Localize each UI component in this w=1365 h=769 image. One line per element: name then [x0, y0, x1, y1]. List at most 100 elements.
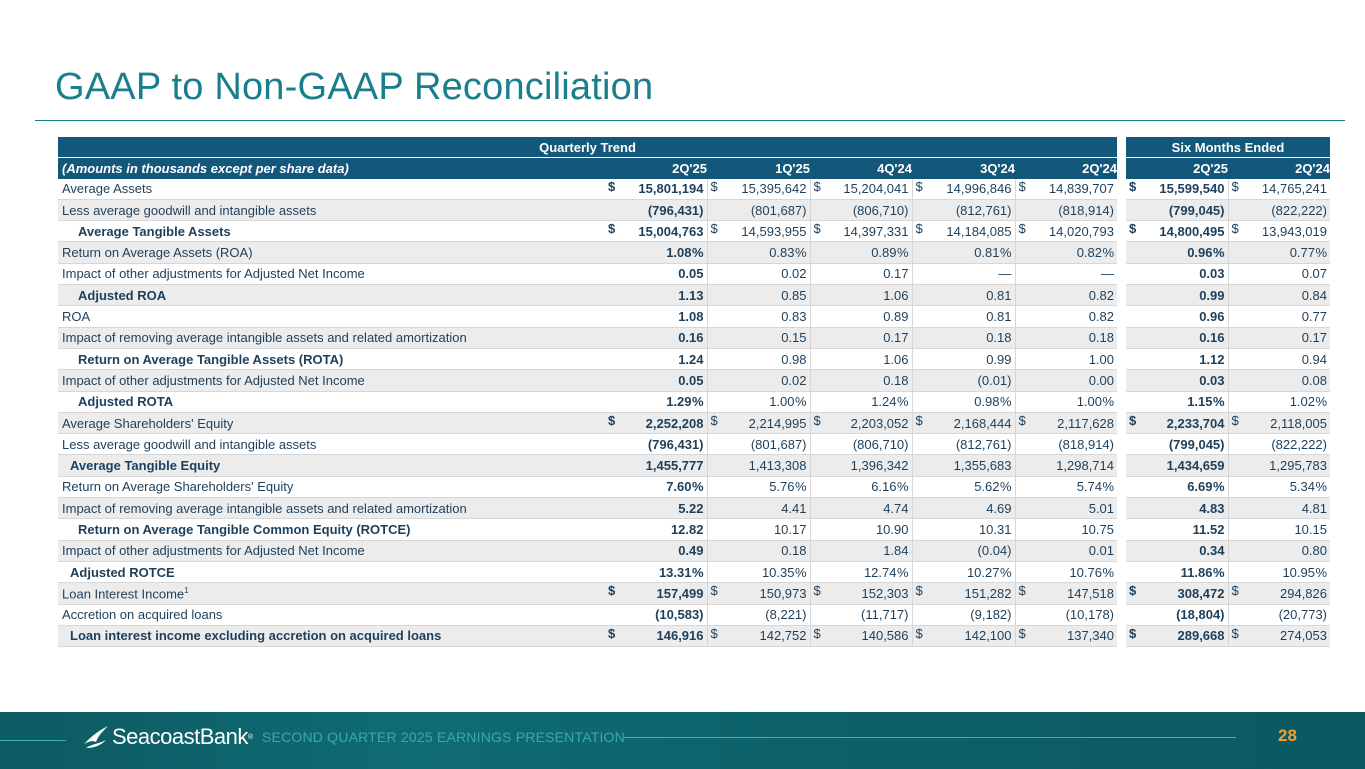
cell-value: 0.18 — [781, 543, 807, 559]
cell-value: 1.00 — [1088, 351, 1114, 367]
currency-symbol: $ — [1018, 583, 1026, 599]
value-cell: 0.18 — [809, 369, 912, 392]
row-label-text: Return on Average Shareholders' Equity — [62, 479, 294, 495]
cell-value: 6.69 — [1187, 479, 1213, 495]
row-label-text: Return on Average Assets (ROA) — [62, 245, 253, 261]
cell-value: 10.90 — [875, 521, 909, 537]
registered-mark: ® — [247, 733, 254, 741]
cell-value: 14,800,495 — [1159, 223, 1225, 239]
column-header: 2Q'24 — [1015, 157, 1117, 179]
cell-value: 0.17 — [1301, 330, 1327, 346]
currency-symbol: $ — [813, 625, 821, 641]
cell-value: 11.86 — [1180, 564, 1213, 580]
value-cell: 4.41 — [706, 497, 810, 520]
row-label-text: Less average goodwill and intangible ass… — [62, 202, 317, 218]
currency-symbol: $ — [1231, 625, 1239, 641]
cell-value: 4.81 — [1301, 500, 1327, 516]
title-divider — [35, 120, 1345, 121]
currency-symbol: $ — [608, 178, 616, 194]
value-cell: 1.08 — [605, 305, 707, 328]
cell-value: 14,996,846 — [946, 181, 1012, 197]
value-cell: 5.76% — [706, 476, 810, 499]
table-row: Return on Average Tangible Common Equity… — [58, 518, 1330, 541]
row-label: Impact of other adjustments for Adjusted… — [58, 540, 605, 562]
value-cell: (818,914) — [1014, 199, 1117, 222]
cell-value: 5.74 — [1076, 479, 1102, 495]
cell-value: 1,396,342 — [850, 458, 909, 474]
cell-value: 1,298,714 — [1056, 458, 1114, 474]
cell-value: 4.83 — [1199, 500, 1225, 516]
cell-value: 12.74 — [863, 564, 897, 580]
row-label: Average Assets — [58, 178, 605, 200]
row-label: Average Tangible Equity — [58, 454, 605, 477]
row-label: Less average goodwill and intangible ass… — [58, 433, 605, 456]
cell-value: 14,020,793 — [1048, 223, 1114, 239]
cell-value: 0.98 — [974, 394, 1000, 410]
value-cell: 6.69% — [1126, 476, 1228, 499]
value-cell: 0.02 — [706, 369, 810, 392]
value-cell: 1.00% — [1014, 391, 1117, 413]
value-cell: 0.80 — [1227, 540, 1330, 562]
row-label-text: Impact of removing average intangible as… — [62, 330, 467, 346]
cell-value: 13.31 — [658, 564, 692, 580]
value-cell: (822,222) — [1227, 433, 1330, 456]
cell-value: 14,184,085 — [946, 223, 1012, 239]
percent-sign: % — [691, 394, 704, 410]
table-row: Impact of other adjustments for Adjusted… — [58, 263, 1330, 286]
currency-symbol: $ — [608, 583, 616, 599]
value-cell: 0.94 — [1227, 348, 1330, 371]
value-cell: 0.96% — [1126, 241, 1228, 264]
table-row: Impact of removing average intangible as… — [58, 327, 1330, 349]
value-cell: $157,499 — [605, 582, 707, 605]
value-cell: 1,434,659 — [1126, 454, 1228, 477]
cell-value: 146,916 — [656, 628, 704, 644]
percent-sign: % — [999, 564, 1012, 580]
value-cell: 0.18 — [911, 327, 1015, 349]
cell-value: 0.81 — [986, 309, 1012, 325]
value-cell: $2,117,628 — [1014, 412, 1117, 435]
table-row: Adjusted ROA 1.13 0.85 1.06 0.81 0.82 0.99 0.84 — [58, 284, 1330, 307]
cell-value: 11.52 — [1192, 521, 1225, 537]
cell-value: 0.81 — [986, 287, 1012, 303]
value-cell: $2,168,444 — [911, 412, 1015, 435]
cell-value: 10.27 — [966, 564, 1000, 580]
value-cell: 1.08% — [605, 241, 707, 264]
cell-value: 0.08 — [1301, 372, 1327, 388]
row-label: Impact of removing average intangible as… — [58, 497, 605, 520]
cell-value: (818,914) — [1058, 436, 1114, 452]
value-cell: 0.77 — [1227, 305, 1330, 328]
value-cell: — — [1014, 263, 1117, 286]
value-cell: 0.01 — [1014, 540, 1117, 562]
value-cell: 0.89 — [809, 305, 912, 328]
cell-value: 4.74 — [883, 500, 909, 516]
footer-rule-left — [0, 740, 66, 741]
cell-value: (11,717) — [861, 607, 909, 623]
row-label-text: ROA — [62, 309, 91, 325]
value-cell: $14,593,955 — [706, 220, 810, 243]
bird-wave-icon — [84, 726, 108, 748]
cell-value: 0.49 — [678, 543, 704, 559]
cell-value: 2,233,704 — [1166, 415, 1225, 431]
cell-value: 0.77 — [1301, 309, 1327, 325]
cell-value: 15,204,041 — [843, 181, 909, 197]
currency-symbol: $ — [1018, 412, 1026, 428]
value-cell: 0.16 — [1126, 327, 1228, 349]
cell-value: (0.04) — [977, 543, 1012, 559]
cell-value: 1,413,308 — [748, 458, 807, 474]
value-cell: (806,710) — [809, 433, 912, 456]
value-cell: 10.95% — [1227, 561, 1330, 584]
value-cell: 5.34% — [1227, 476, 1330, 499]
percent-sign: % — [1212, 394, 1225, 410]
cell-value: 5.22 — [678, 500, 704, 516]
cell-value: (8,221) — [765, 607, 807, 623]
row-label: Average Tangible Assets — [58, 220, 605, 243]
value-cell: 0.85 — [706, 284, 810, 307]
row-label: Adjusted ROTA — [58, 391, 605, 413]
cell-value: 14,839,707 — [1048, 181, 1114, 197]
value-cell: (11,717) — [809, 604, 912, 626]
row-label-text: Return on Average Tangible Assets (ROTA) — [78, 351, 344, 367]
value-cell: $14,765,241 — [1227, 178, 1330, 200]
value-cell: 0.18 — [706, 540, 810, 562]
cell-value: 0.80 — [1301, 543, 1327, 559]
currency-symbol: $ — [1231, 412, 1239, 428]
